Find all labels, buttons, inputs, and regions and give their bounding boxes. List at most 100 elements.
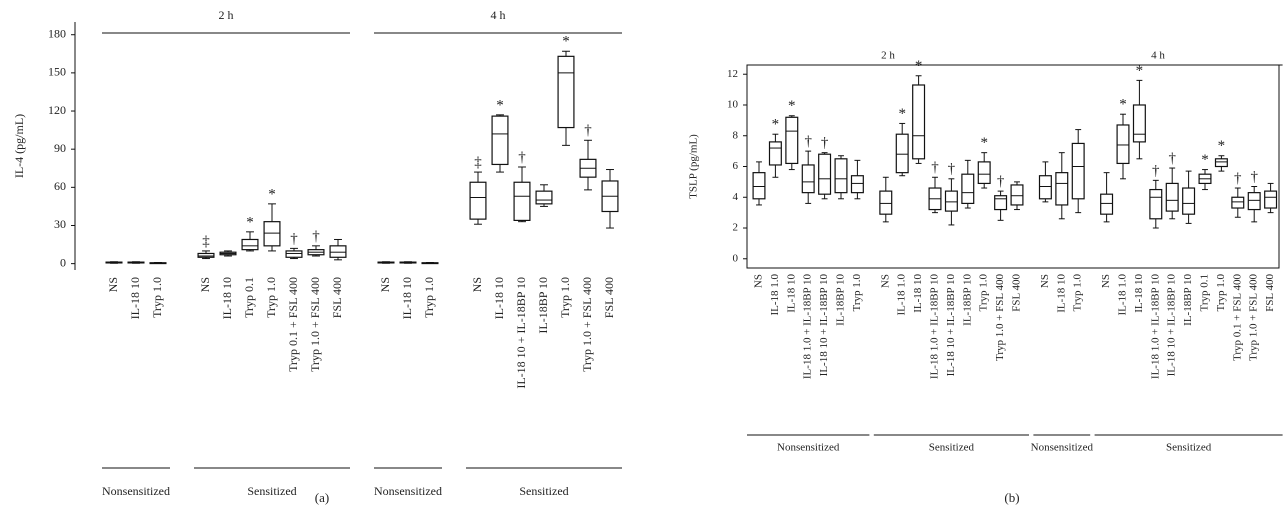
x-tick-label: IL-18 10 + IL-18BP 10	[945, 274, 957, 377]
y-tick-label: 8	[733, 129, 739, 141]
significance-marker: *	[246, 214, 254, 230]
box	[912, 84, 926, 160]
x-tick-label: IL-18 10	[912, 274, 924, 313]
y-tick-label: 180	[48, 26, 66, 40]
significance-marker: *	[898, 106, 906, 122]
x-tick-label: IL-18 10	[492, 277, 506, 319]
x-tick-label: NS	[378, 277, 392, 292]
significance-marker: *	[268, 186, 276, 202]
x-tick-label: NS	[1039, 274, 1051, 288]
x-tick-label: Tryp 1.0	[422, 277, 436, 318]
x-tick-label: FSL 400	[1264, 274, 1276, 312]
x-tick-label: NS	[879, 274, 891, 288]
x-tick-label: IL-18 10	[785, 274, 797, 313]
box	[535, 190, 553, 205]
x-tick-label: IL-18BP 10	[835, 274, 847, 326]
box	[263, 221, 281, 247]
x-tick-label: Tryp 1.0	[978, 274, 990, 312]
y-axis-label: TSLP (pg/mL)	[688, 134, 700, 199]
x-tick-label: Tryp 0.1	[242, 277, 256, 318]
x-tick-label: IL-18 10 + IL-18BP 10	[514, 277, 528, 389]
box	[1116, 124, 1130, 165]
x-tick-label: FSL 400	[602, 277, 616, 318]
box	[1247, 192, 1261, 211]
significance-marker: †	[1168, 150, 1176, 166]
significance-marker: *	[1136, 63, 1144, 79]
box	[285, 250, 303, 258]
significance-marker: †	[290, 231, 298, 247]
x-tick-label: NS	[470, 277, 484, 292]
y-tick-label: 120	[48, 103, 66, 117]
subgroup-label: Sensitized	[247, 484, 296, 498]
significance-marker: *	[562, 34, 570, 50]
significance-marker: †	[997, 174, 1005, 190]
group-label: 4 h	[491, 8, 506, 22]
subgroup-label: Nonsensitized	[777, 442, 840, 454]
box	[1149, 188, 1163, 220]
subgroup-label: Nonsensitized	[374, 484, 442, 498]
significance-marker: *	[788, 98, 796, 114]
x-tick-label: IL-18 10 + IL-18BP 10	[818, 274, 830, 377]
subgroup-label: Sensitized	[519, 484, 568, 498]
box	[329, 245, 347, 258]
y-tick-label: 12	[727, 68, 738, 80]
x-tick-label: IL-18 1.0	[769, 274, 781, 316]
x-tick-label: IL-18BP 10	[1182, 274, 1194, 326]
box	[1165, 182, 1179, 212]
x-tick-label: Tryp 0.1 + FSL 400	[286, 277, 300, 372]
box	[1182, 187, 1196, 215]
x-tick-label: Tryp 1.0	[851, 274, 863, 312]
x-tick-label: IL-18 10 + IL-18BP 10	[1166, 274, 1178, 377]
box	[818, 153, 832, 195]
box	[241, 238, 259, 251]
x-tick-label: IL-18BP 10	[536, 277, 550, 334]
x-tick-label: IL-18 1.0	[896, 274, 908, 316]
box	[197, 252, 215, 258]
box	[1264, 190, 1278, 209]
box	[1038, 175, 1052, 200]
x-tick-label: IL-18 10	[400, 277, 414, 319]
box	[801, 164, 815, 194]
box	[850, 175, 864, 194]
y-tick-label: 2	[733, 222, 739, 234]
subgroup-label: Nonsensitized	[1031, 442, 1094, 454]
y-tick-label: 10	[727, 99, 739, 111]
box	[1055, 172, 1069, 206]
x-tick-label: Tryp 1.0 + FSL 400	[580, 277, 594, 372]
significance-marker: †	[1250, 169, 1258, 185]
x-tick-label: IL-18 1.0 + IL-18BP 10	[929, 274, 941, 380]
significance-marker: *	[496, 97, 504, 113]
y-tick-label: 90	[54, 141, 66, 155]
box	[1132, 104, 1146, 143]
significance-marker: *	[772, 117, 780, 133]
box	[977, 161, 991, 185]
significance-marker: †	[948, 161, 956, 177]
box	[469, 181, 487, 220]
x-tick-label: NS	[753, 274, 765, 288]
x-tick-label: Tryp 1.0 + FSL 400	[994, 274, 1006, 361]
x-tick-label: Tryp 1.0 + FSL 400	[308, 277, 322, 372]
x-tick-label: IL-18 1.0 + IL-18BP 10	[802, 274, 814, 380]
x-tick-label: NS	[1100, 274, 1112, 288]
box	[895, 133, 909, 174]
x-tick-label: IL-18 10	[1133, 274, 1145, 313]
significance-marker: †	[821, 135, 829, 151]
x-tick-label: Tryp 1.0	[1072, 274, 1084, 312]
box	[557, 55, 575, 129]
subgroup-label: Nonsensitized	[102, 484, 170, 498]
x-tick-label: IL-18BP 10	[961, 274, 973, 326]
box	[944, 190, 958, 212]
box	[1100, 193, 1114, 215]
significance-marker: †	[518, 149, 526, 165]
x-tick-label: IL-18 1.0	[1117, 274, 1129, 316]
x-tick-label: Tryp 1.0	[150, 277, 164, 318]
significance-marker: †	[804, 134, 812, 150]
group-label: 2 h	[219, 8, 234, 22]
subgroup-label: Sensitized	[929, 442, 975, 454]
box	[994, 195, 1008, 211]
significance-marker: *	[1218, 138, 1226, 154]
x-tick-label: NS	[198, 277, 212, 292]
x-tick-label: NS	[106, 277, 120, 292]
significance-marker: *	[1119, 97, 1127, 113]
